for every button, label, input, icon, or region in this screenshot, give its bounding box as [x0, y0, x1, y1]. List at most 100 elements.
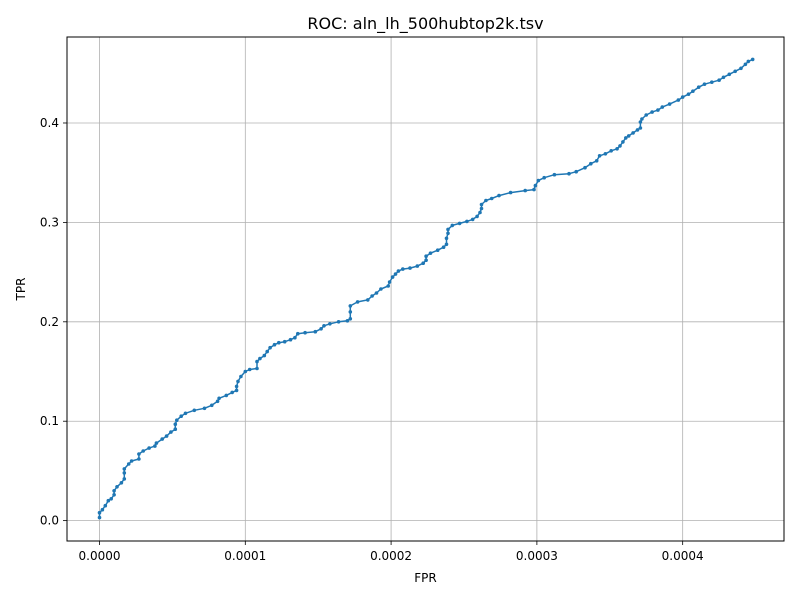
roc-data-point — [640, 117, 644, 121]
roc-data-point — [192, 408, 197, 413]
roc-data-point — [532, 187, 536, 192]
y-tick-label: 0.0 — [40, 514, 59, 528]
roc-data-point — [247, 367, 252, 372]
roc-data-point — [97, 510, 102, 515]
roc-data-point — [523, 188, 527, 193]
roc-data-point — [137, 452, 141, 456]
roc-data-point — [319, 327, 323, 331]
roc-data-point — [597, 154, 602, 158]
roc-data-point — [615, 147, 619, 151]
roc-data-point — [288, 337, 293, 342]
roc-data-point — [618, 144, 622, 148]
roc-data-point — [733, 69, 737, 74]
roc-data-point — [328, 322, 332, 326]
roc-data-point — [202, 406, 207, 411]
x-axis-label: FPR — [414, 571, 436, 585]
roc-data-point — [239, 374, 243, 379]
roc-data-point — [691, 89, 695, 93]
roc-data-point — [164, 434, 169, 438]
roc-data-point — [119, 481, 124, 485]
roc-data-point — [272, 342, 277, 347]
roc-data-point — [313, 329, 318, 334]
roc-data-point — [243, 369, 248, 374]
roc-data-point — [536, 178, 541, 183]
roc-data-point — [635, 128, 640, 132]
roc-data-point — [153, 444, 157, 448]
x-tick-label: 0.0001 — [224, 549, 266, 563]
roc-data-point — [126, 462, 131, 466]
roc-data-point — [401, 267, 405, 271]
roc-data-point — [179, 414, 183, 419]
roc-data-point — [293, 335, 297, 340]
x-axis-ticks: 0.0000 0.0001 0.0002 0.0003 0.0004 — [79, 541, 704, 563]
roc-data-point — [122, 477, 127, 481]
roc-data-point — [508, 190, 513, 195]
roc-data-point — [217, 396, 221, 401]
roc-data-point — [115, 485, 119, 489]
roc-data-point — [390, 275, 395, 279]
roc-data-point — [106, 498, 111, 503]
roc-data-point — [258, 356, 262, 361]
roc-data-point — [567, 171, 571, 176]
roc-data-point — [173, 427, 178, 432]
roc-data-point — [475, 214, 479, 219]
roc-data-point — [696, 85, 701, 89]
roc-data-point — [255, 366, 259, 371]
roc-data-point — [215, 399, 220, 404]
roc-data-point — [686, 92, 691, 96]
roc-data-point — [112, 489, 116, 493]
plot-frame — [66, 36, 785, 542]
roc-data-point — [626, 134, 631, 138]
roc-data-point — [415, 264, 420, 268]
roc-data-point — [479, 202, 484, 207]
roc-data-point — [624, 136, 628, 140]
roc-data-point — [594, 159, 599, 163]
roc-data-point — [676, 98, 681, 102]
x-tick-label: 0.0000 — [79, 549, 121, 563]
roc-data-point — [234, 388, 239, 393]
roc-data-point — [465, 219, 469, 224]
roc-data-point — [478, 210, 482, 215]
roc-data-point — [296, 331, 300, 336]
roc-data-point — [183, 411, 188, 416]
roc-curve-line — [98, 58, 754, 518]
roc-data-point — [169, 430, 173, 434]
roc-data-point — [282, 339, 287, 344]
roc-data-point — [457, 221, 462, 226]
roc-data-point — [479, 206, 484, 211]
roc-data-point — [650, 110, 654, 114]
roc-data-point — [750, 57, 755, 62]
roc-data-point — [489, 196, 494, 201]
roc-data-point — [122, 471, 127, 475]
roc-data-point — [386, 284, 391, 288]
roc-data-point — [603, 152, 608, 156]
chart-title: ROC: aln_lh_500hubtop2k.tsv — [307, 14, 543, 34]
roc-data-point — [446, 231, 450, 236]
roc-data-point — [141, 449, 145, 453]
x-tick-label: 0.0003 — [516, 549, 558, 563]
roc-data-point — [234, 384, 239, 389]
roc-data-point — [173, 422, 178, 427]
roc-data-point — [265, 349, 270, 354]
roc-data-point — [97, 515, 102, 520]
roc-data-point — [262, 353, 267, 358]
roc-data-point — [345, 319, 350, 323]
roc-data-point — [470, 217, 475, 222]
roc-data-point — [370, 294, 374, 298]
roc-data-point — [348, 310, 353, 314]
roc-data-point — [739, 66, 743, 71]
roc-data-point — [336, 320, 341, 324]
roc-data-point — [393, 272, 398, 276]
roc-data-point — [727, 72, 732, 77]
roc-data-point — [644, 113, 648, 117]
roc-data-point — [533, 183, 538, 188]
roc-data-point — [660, 105, 665, 109]
roc-data-point — [450, 223, 455, 228]
roc-data-point — [444, 236, 449, 241]
roc-data-point — [441, 245, 446, 249]
roc-data-point — [421, 261, 426, 266]
roc-data-point — [348, 317, 353, 321]
roc-data-point — [746, 59, 751, 64]
y-axis-label: TPR — [14, 278, 28, 302]
roc-data-point — [224, 393, 229, 398]
